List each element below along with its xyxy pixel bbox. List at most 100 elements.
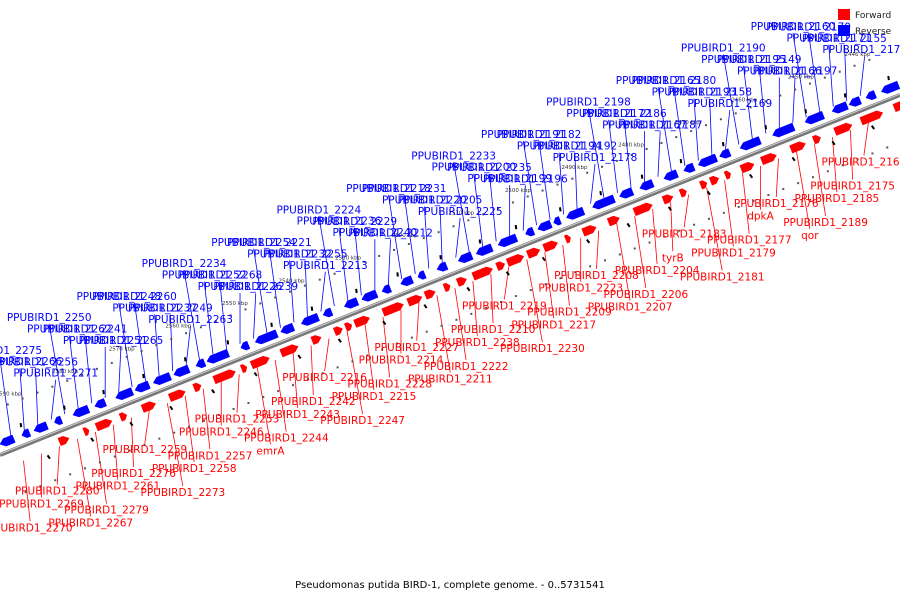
forward-gene-label: PPUBIRD1_2230 [500,343,585,355]
feature-marker [63,405,66,410]
scale-dot [482,213,485,216]
forward-gene-arrow [723,170,731,180]
forward-gene-label: PPUBIRD1_2219 [462,300,547,312]
forward-gene-arrow [661,194,674,205]
label-leader-line [184,395,195,463]
reverse-gene-arrow [72,404,91,418]
label-leader-line [48,324,66,415]
forward-gene-arrow [94,418,113,432]
scale-dot [440,324,443,327]
feature-marker [396,272,399,277]
scale-tick-label: 2560 kbp [165,324,191,330]
label-leader-lines [0,33,869,522]
scale-dot [648,241,651,244]
scale-tick-label: 2480 kbp [618,143,644,149]
scale-dot [868,58,871,61]
scale-dot [782,188,785,191]
reverse-gene-label: PPUBIRD1_2149 [717,54,802,66]
scale-dot [693,223,696,226]
label-leader-line [490,273,494,324]
scale-dot [838,70,841,73]
reverse-gene-arrow [831,101,849,114]
forward-gene-arrow [212,369,236,385]
label-leader-line [94,431,107,504]
scale-dot [722,211,725,214]
scale-dot [363,260,366,263]
reverse-gene-arrow [195,358,207,369]
reverse-gene-arrow [206,348,230,364]
label-leader-line [144,410,150,444]
scale-dot [66,379,69,382]
scale-dot [794,88,797,91]
label-leader-line [436,295,451,373]
reverse-gene-label: PPUBIRD1_2236 [297,216,382,228]
reverse-gene-label: PPUBIRD1_2170 [766,21,851,33]
scale-dot [690,130,693,133]
forward-gene-label: PPUBIRD1_2273 [141,487,226,499]
label-leader-line [387,239,391,285]
label-leader-line [183,270,200,361]
label-leader-line [320,271,326,312]
label-leader-line [522,185,526,231]
reverse-gene-arrow [21,428,32,438]
label-leader-line [68,335,79,409]
reverse-gene-label: PPUBIRD1_2155 [802,33,887,45]
reverse-gene-arrow [343,297,360,309]
label-leader-line [634,216,647,288]
scale-dot [306,378,309,381]
feature-marker [721,141,725,147]
forward-gene-arrow [423,289,436,300]
forward-gene-arrow [140,401,156,413]
label-leader-line [338,227,349,301]
scale-dot [853,64,856,67]
reverse-gene-arrow [566,206,586,220]
scale-dot [707,217,710,220]
reverse-gene-label: PPUBIRD1_2233 [411,150,496,162]
scale-dot [259,302,262,305]
label-leader-line [169,314,174,371]
label-leader-line [304,260,308,317]
forward-gene-label: PPUBIRD1_2253 [195,414,280,426]
scale-dot [247,402,250,405]
scale-dot [84,467,87,470]
reverse-gene-arrow [436,261,449,272]
scale-dot [559,277,562,280]
reverse-gene-label: PPUBIRD1_2229 [312,216,397,228]
forward-gene-label: emrA [256,445,285,457]
reverse-gene-label: PPUBIRD1_2271 [13,368,98,380]
feature-marker [831,140,836,146]
feature-marker [19,422,23,428]
scale-dot [779,94,782,97]
scale-dot [823,76,826,79]
feature-marker [46,454,51,460]
label-leader-line [0,356,12,436]
feature-marker [382,320,387,326]
scale-dot [155,344,158,347]
forward-gene-label: PPUBIRD1_2276 [91,468,176,480]
forward-gene-arrow [859,110,884,126]
reverse-gene-arrow [361,289,379,302]
reverse-gene-label: PPUBIRD1_2226 [198,281,283,293]
forward-gene-label: PPUBIRD1_2243 [255,409,340,421]
forward-gene-label: PPUBIRD1_2259 [103,444,188,456]
scale-tick-label: 2510 kbp [448,210,474,216]
reverse-gene-label: PPUBIRD1_2232 [247,248,332,260]
forward-gene-label: PPUBIRD1_2185 [795,193,880,205]
forward-gene-label: PPUBIRD1_2227 [374,342,459,354]
reverse-gene-label: PPUBIRD1_2195 [701,54,786,66]
reverse-gene-arrow [152,372,172,386]
reverse-gene-label: PPUBIRD1_2260 [92,291,177,303]
forward-gene-label: PPUBIRD1_2246 [179,426,264,438]
label-leader-line [706,187,723,271]
scale-dot [188,425,191,428]
reverse-gene-label: PPUBIRD1_2265 [79,335,164,347]
reverse-gene-arrow [848,96,862,107]
forward-gene-label: PPUBIRD1_2244 [244,433,329,445]
label-leader-line [77,439,92,517]
label-leader-line [657,87,672,172]
scale-dot [826,170,829,173]
forward-gene-arrow [542,240,558,253]
label-leader-line [185,325,191,366]
reverse-gene-arrow [0,434,16,447]
